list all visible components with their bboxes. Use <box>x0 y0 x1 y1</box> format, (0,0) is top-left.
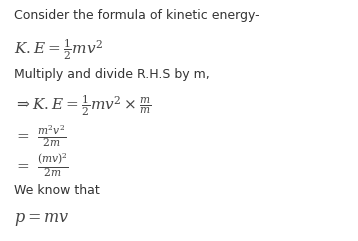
Text: $\mathit{K}.\mathit{E} = \frac{1}{2}mv^{2}$: $\mathit{K}.\mathit{E} = \frac{1}{2}mv^{… <box>14 37 103 62</box>
Text: $= \ \frac{(mv)^{2}}{2m}$: $= \ \frac{(mv)^{2}}{2m}$ <box>14 151 69 179</box>
Text: $p = mv$: $p = mv$ <box>14 211 70 228</box>
Text: $= \ \frac{m^{2}v^{2}}{2m}$: $= \ \frac{m^{2}v^{2}}{2m}$ <box>14 123 67 149</box>
Text: Multiply and divide R.H.S by m,: Multiply and divide R.H.S by m, <box>14 68 210 81</box>
Text: $\Rightarrow \mathit{K}.\mathit{E} = \frac{1}{2}mv^{2} \times \frac{m}{m}$: $\Rightarrow \mathit{K}.\mathit{E} = \fr… <box>14 94 152 118</box>
Text: We know that: We know that <box>14 184 100 197</box>
Text: Consider the formula of kinetic energy-: Consider the formula of kinetic energy- <box>14 9 260 22</box>
